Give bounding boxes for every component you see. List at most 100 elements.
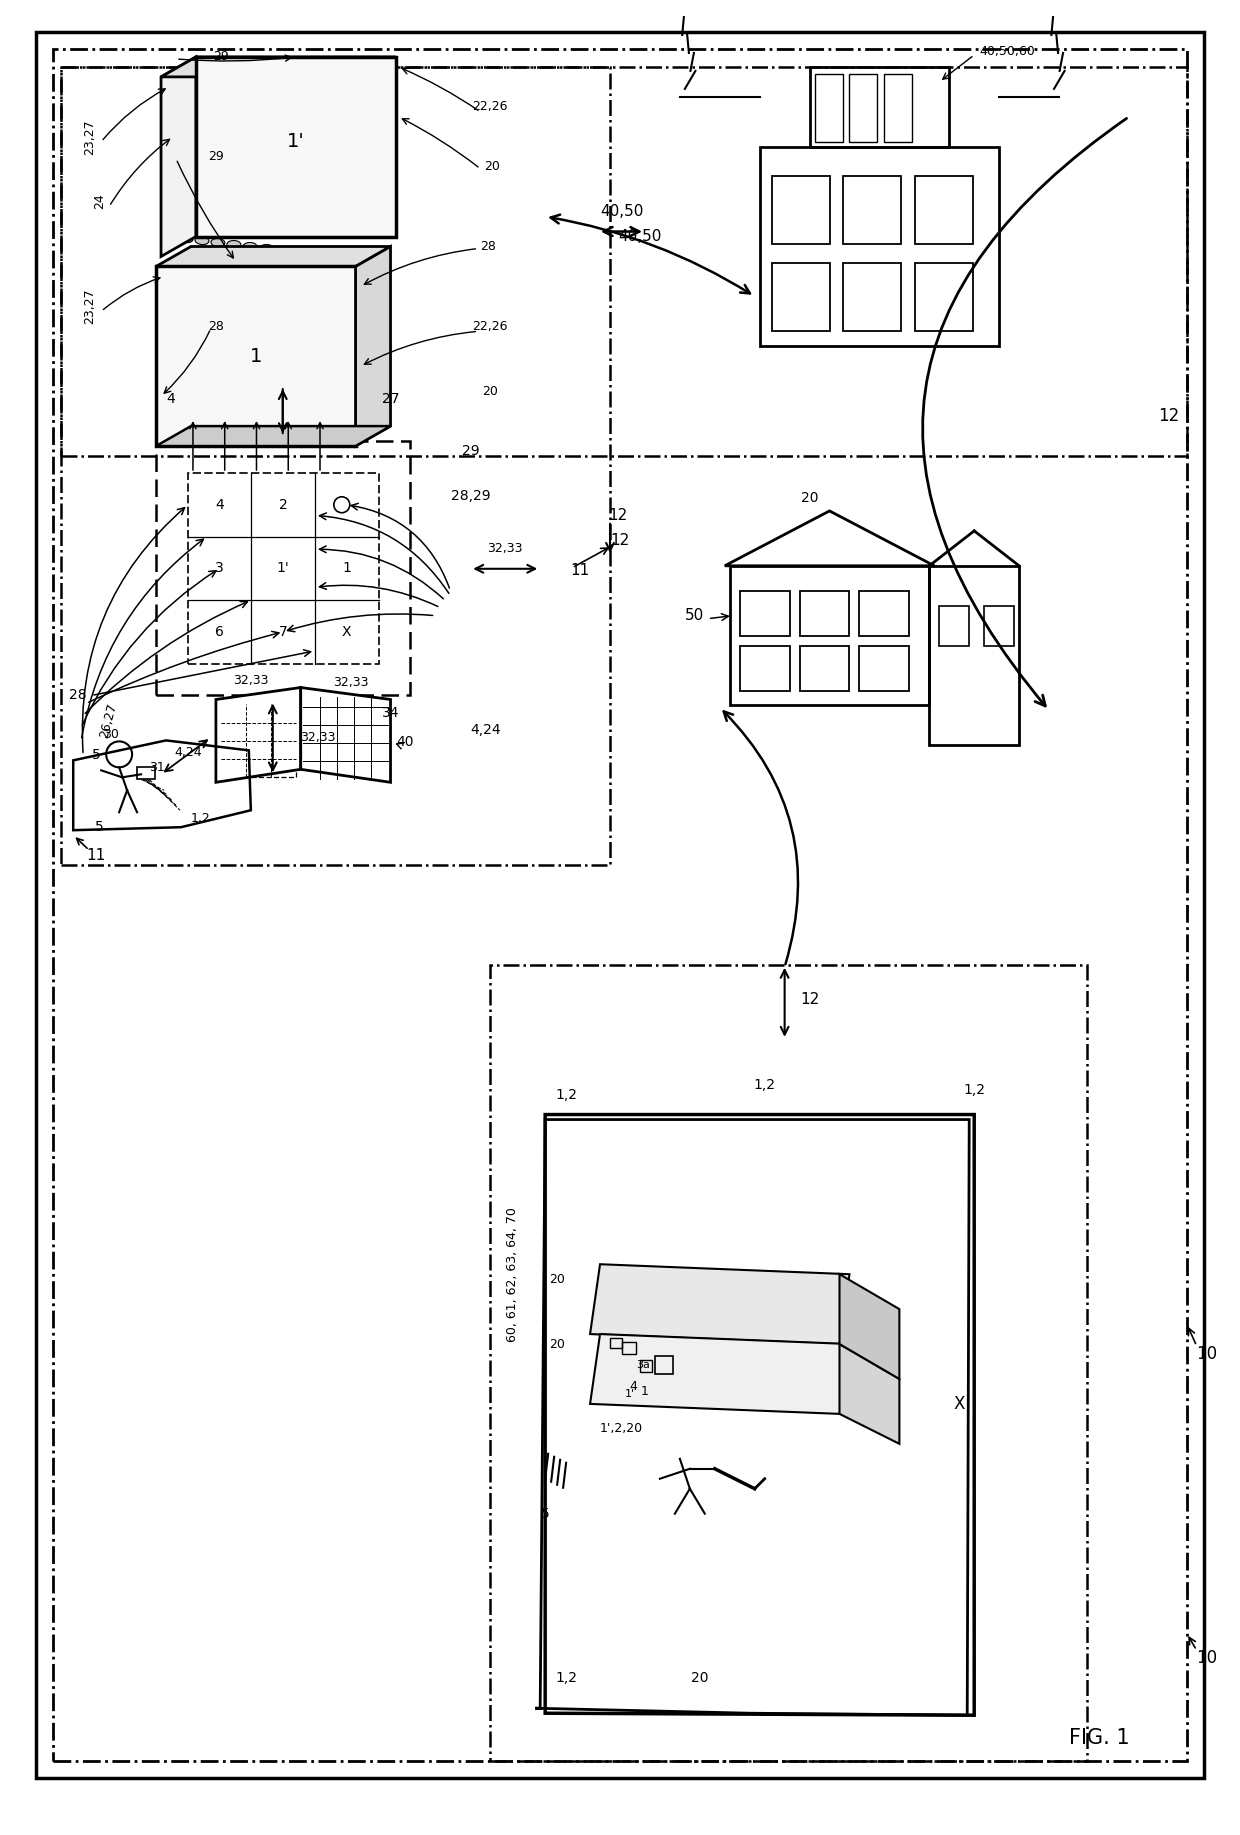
- Text: 2: 2: [279, 497, 288, 512]
- Bar: [843, 176, 901, 244]
- Text: 10: 10: [1197, 1650, 1218, 1668]
- Text: 1: 1: [342, 562, 351, 576]
- Text: 40,50: 40,50: [600, 204, 644, 218]
- Text: 50: 50: [686, 607, 704, 624]
- Bar: [859, 591, 909, 635]
- Text: 1: 1: [641, 1385, 649, 1398]
- Text: 1,2: 1,2: [754, 1077, 776, 1092]
- Bar: [884, 73, 913, 141]
- Ellipse shape: [322, 251, 336, 261]
- Polygon shape: [216, 688, 301, 782]
- Text: 11: 11: [87, 848, 105, 862]
- Text: X: X: [342, 624, 351, 639]
- Text: 28,29: 28,29: [450, 488, 490, 503]
- Polygon shape: [590, 1264, 849, 1343]
- Text: 32,33: 32,33: [233, 673, 269, 686]
- Text: FIG. 1: FIG. 1: [1069, 1729, 1130, 1749]
- Bar: [138, 767, 155, 780]
- Text: 28: 28: [68, 688, 87, 703]
- Polygon shape: [156, 246, 391, 266]
- Text: 1,2: 1,2: [556, 1672, 577, 1685]
- Ellipse shape: [211, 239, 224, 246]
- Text: 1',2,20: 1',2,20: [600, 1422, 644, 1435]
- Text: 20: 20: [485, 160, 500, 172]
- Text: 1: 1: [249, 347, 262, 365]
- Text: 29: 29: [461, 444, 479, 459]
- Text: 1': 1': [625, 1389, 635, 1398]
- Bar: [915, 176, 973, 244]
- Polygon shape: [156, 426, 391, 446]
- Ellipse shape: [306, 250, 320, 259]
- Bar: [849, 73, 878, 141]
- Bar: [61, 66, 610, 864]
- Bar: [740, 646, 790, 690]
- Text: 11: 11: [570, 563, 590, 578]
- Text: 30: 30: [103, 728, 119, 741]
- Text: 6: 6: [216, 624, 224, 639]
- Text: 4: 4: [216, 497, 224, 512]
- Bar: [800, 646, 849, 690]
- Ellipse shape: [179, 235, 193, 242]
- Text: 4,24: 4,24: [470, 723, 501, 738]
- Text: 4: 4: [166, 393, 175, 406]
- Polygon shape: [161, 57, 396, 77]
- Text: 20: 20: [549, 1273, 565, 1286]
- Text: 1,2: 1,2: [963, 1083, 986, 1097]
- Ellipse shape: [275, 246, 289, 255]
- Bar: [188, 473, 378, 664]
- Text: 20: 20: [691, 1672, 708, 1685]
- Polygon shape: [839, 1273, 899, 1378]
- Polygon shape: [156, 266, 356, 446]
- Polygon shape: [546, 1114, 975, 1716]
- Ellipse shape: [243, 242, 257, 251]
- Polygon shape: [356, 246, 391, 446]
- Text: 29: 29: [208, 150, 223, 163]
- Text: 20: 20: [482, 385, 498, 398]
- Text: 32,33: 32,33: [332, 675, 368, 688]
- Bar: [771, 176, 830, 244]
- Polygon shape: [196, 57, 396, 237]
- Bar: [221, 705, 295, 778]
- Ellipse shape: [227, 240, 241, 248]
- Text: 34: 34: [382, 706, 399, 721]
- Ellipse shape: [339, 253, 352, 262]
- Text: 60, 61, 62, 63, 64, 70: 60, 61, 62, 63, 64, 70: [506, 1207, 518, 1341]
- Text: 32,33: 32,33: [487, 543, 523, 556]
- Text: 3a: 3a: [636, 1360, 650, 1371]
- Bar: [939, 606, 970, 646]
- Bar: [640, 1360, 652, 1373]
- Text: 28: 28: [208, 319, 224, 332]
- Bar: [810, 66, 950, 147]
- Text: 40: 40: [397, 736, 414, 749]
- Polygon shape: [161, 57, 196, 257]
- Text: 1': 1': [277, 562, 290, 576]
- Bar: [771, 264, 830, 332]
- Text: 5: 5: [94, 820, 104, 835]
- Ellipse shape: [291, 248, 305, 257]
- Text: 12: 12: [610, 534, 630, 549]
- Text: X: X: [954, 1395, 965, 1413]
- Text: 4: 4: [629, 1380, 637, 1393]
- Text: 40,50: 40,50: [619, 229, 662, 244]
- Text: 40,50,60: 40,50,60: [980, 46, 1035, 59]
- Text: 20: 20: [549, 1338, 565, 1351]
- Text: 28: 28: [480, 240, 496, 253]
- Polygon shape: [301, 688, 391, 782]
- Bar: [655, 1356, 673, 1374]
- Text: 1,2: 1,2: [191, 811, 211, 824]
- Bar: [740, 591, 790, 635]
- Text: 1': 1': [286, 132, 305, 150]
- Polygon shape: [590, 1334, 849, 1415]
- Text: 27: 27: [382, 393, 399, 406]
- Ellipse shape: [355, 255, 368, 264]
- Ellipse shape: [259, 244, 273, 253]
- Text: 23,27: 23,27: [83, 288, 95, 325]
- Bar: [490, 965, 1087, 1762]
- Bar: [622, 1341, 636, 1354]
- Text: 26,27: 26,27: [97, 701, 119, 740]
- Bar: [61, 66, 1187, 457]
- Bar: [156, 440, 410, 695]
- Text: 20: 20: [801, 492, 818, 505]
- Bar: [929, 565, 1019, 745]
- Ellipse shape: [195, 237, 208, 244]
